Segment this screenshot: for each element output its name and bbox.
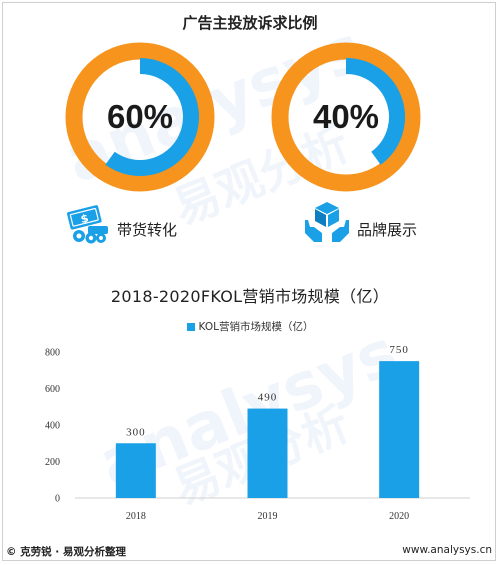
footer-source: © 克劳锐 · 易观分析整理: [6, 546, 126, 558]
bar-2020: [379, 361, 420, 498]
bar-2019: [247, 408, 288, 498]
category-label-conversion: 带货转化: [117, 221, 178, 239]
y-tick-label: 400: [45, 421, 60, 432]
x-tick-label-2019: 2019: [258, 511, 278, 522]
x-tick-label-2018: 2018: [126, 511, 146, 522]
image-frame: [2, 2, 496, 561]
data-label-2020: 750: [389, 344, 409, 356]
category-label-brand: 品牌展示: [357, 221, 418, 239]
y-tick-label: 600: [45, 384, 60, 395]
chart-legend: KOL营销市场规模（亿）: [0, 319, 500, 334]
data-label-2019: 490: [258, 392, 278, 404]
bar-chart: 0 200 400 600 800 300 2018 490 2019 750 2020: [45, 344, 470, 522]
legend-label: KOL营销市场规模（亿）: [198, 321, 314, 333]
legend-swatch: [186, 322, 195, 331]
ring-outer-track: [65, 42, 215, 192]
chart-title: 2018-2020FKOL营销市场规模（亿）: [110, 287, 390, 306]
data-label-2018: 300: [126, 426, 146, 438]
bar-2018: [115, 443, 156, 498]
ring-outer-track: [271, 42, 421, 192]
x-tick-label-2020: 2020: [389, 511, 409, 522]
footer-website: www.analysys.cn: [402, 544, 492, 556]
money-coins-icon: $: [66, 204, 112, 250]
brand-hands-box-icon: [302, 200, 352, 250]
y-tick-label: 200: [45, 457, 60, 468]
y-tick-label: 800: [45, 348, 60, 359]
ring-percent-conversion: 60%: [106, 98, 174, 135]
ring-percent-brand: 40%: [312, 98, 380, 135]
ring-chart-conversion: 60%: [65, 42, 215, 192]
svg-text:$: $: [79, 212, 90, 226]
ring-chart-brand: 40%: [271, 42, 421, 192]
ratio-section-title: 广告主投放诉求比例: [182, 14, 318, 32]
y-tick-label: 0: [55, 494, 60, 505]
ring-arc-brand: [345, 58, 405, 165]
ring-arc-conversion: [105, 58, 199, 176]
